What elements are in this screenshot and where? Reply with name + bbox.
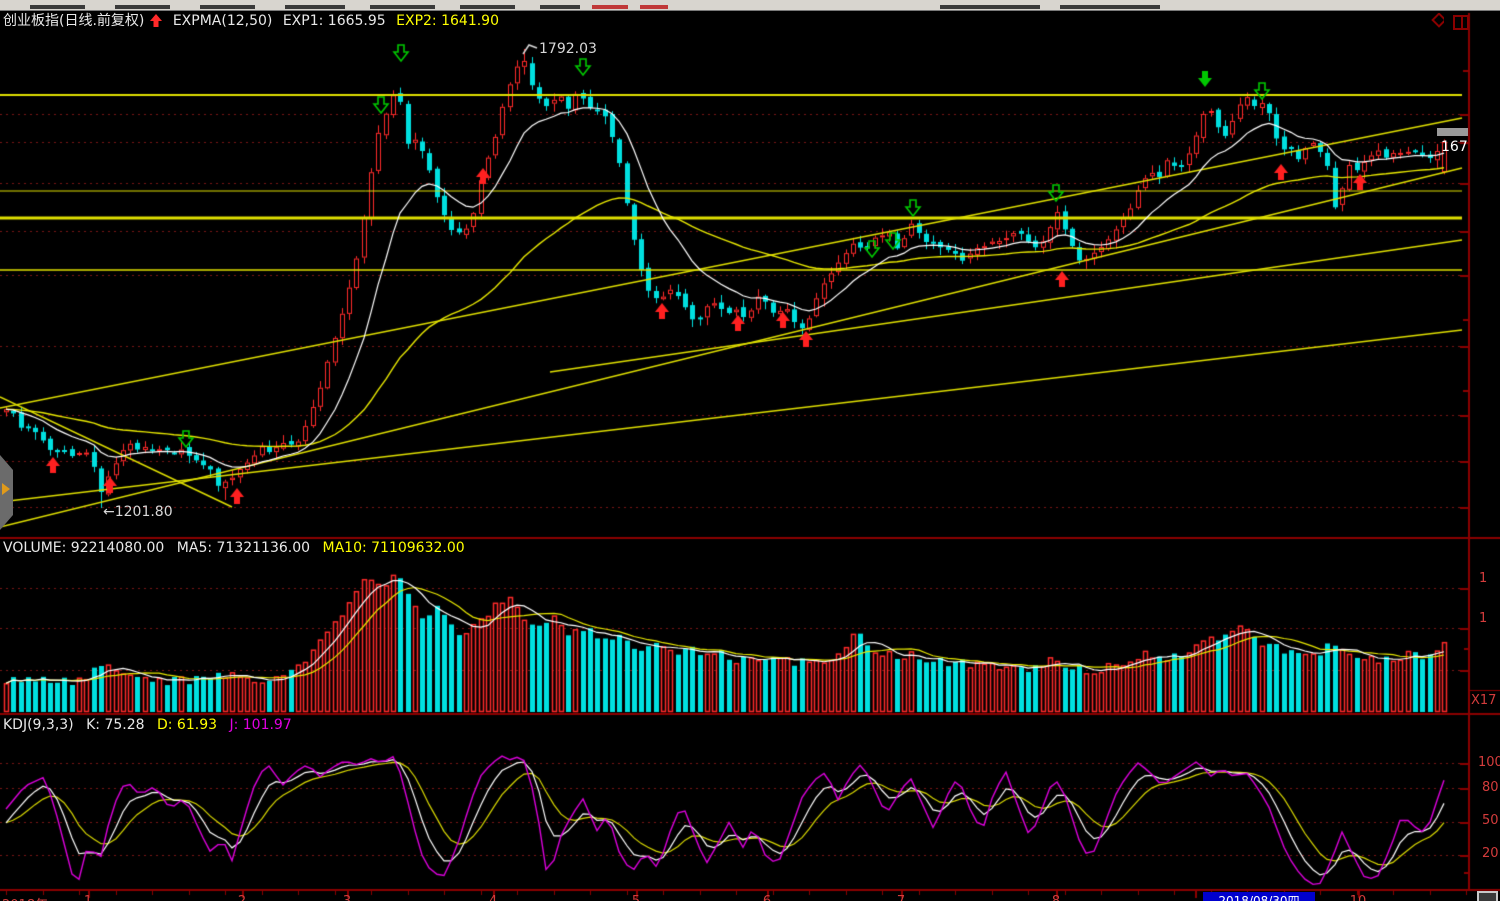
exp1-value: EXP1: 1665.95: [282, 13, 386, 29]
kdj-scale-20: 20: [1482, 846, 1499, 861]
expand-arrow-icon: [2, 483, 10, 495]
month-label: 10: [1350, 894, 1367, 901]
volume-scale-label: 1: [1479, 571, 1488, 586]
low-price-annotation: ←1201.80: [103, 504, 173, 520]
volume-unit-label: X17: [1471, 693, 1497, 708]
volume-header: VOLUME: 92214080.00 MA5: 71321136.00 MA1…: [3, 541, 473, 555]
kdj-k-value: K: 75.28: [86, 717, 145, 733]
scrollbar-thumb[interactable]: [1437, 128, 1468, 136]
volume-ma10: MA10: 71109632.00: [322, 540, 465, 556]
kdj-d-value: D: 61.93: [156, 717, 218, 733]
month-label: 3: [343, 894, 351, 901]
selected-date-badge: 2018/08/30四: [1203, 892, 1315, 901]
chart-header: 创业板指(日线.前复权) EXPMA(12,50) EXP1: 1665.95 …: [3, 14, 505, 28]
kdj-scale-80: 80: [1482, 780, 1499, 795]
kdj-name[interactable]: KDJ(9,3,3): [3, 717, 74, 733]
high-price-annotation: 1792.03: [539, 41, 597, 57]
volume-ma5: MA5: 71321136.00: [176, 540, 311, 556]
kdj-scale-100: 100: [1478, 755, 1500, 770]
kdj-header: KDJ(9,3,3) K: 75.28 D: 61.93 J: 101.97: [3, 718, 300, 732]
volume-value: VOLUME: 92214080.00: [3, 540, 165, 556]
volume-scale-label: 1: [1479, 611, 1488, 626]
exp2-value: EXP2: 1641.90: [396, 13, 499, 29]
month-label: 2: [238, 894, 246, 901]
kdj-j-value: J: 101.97: [229, 717, 292, 733]
month-label: 1: [84, 894, 92, 901]
up-arrow-icon: [150, 13, 163, 29]
pane-corner-icons: [1426, 12, 1470, 35]
month-label: 4: [489, 894, 497, 901]
bottom-right-grip[interactable]: [1477, 891, 1498, 901]
month-label: 2018年: [2, 894, 48, 901]
month-label: 8: [1052, 894, 1060, 901]
diamond-icon[interactable]: [1426, 12, 1447, 35]
kdj-scale-50: 50: [1482, 813, 1499, 828]
left-panel-expander[interactable]: [0, 455, 13, 530]
month-label: 5: [632, 894, 640, 901]
last-price-label: 167: [1441, 139, 1468, 155]
split-window-icon[interactable]: [1453, 15, 1470, 35]
month-label: 6: [763, 894, 771, 901]
indicator-name[interactable]: EXPMA(12,50): [172, 13, 273, 29]
month-label: 7: [897, 894, 905, 901]
symbol-title: 创业板指(日线.前复权): [3, 13, 145, 29]
